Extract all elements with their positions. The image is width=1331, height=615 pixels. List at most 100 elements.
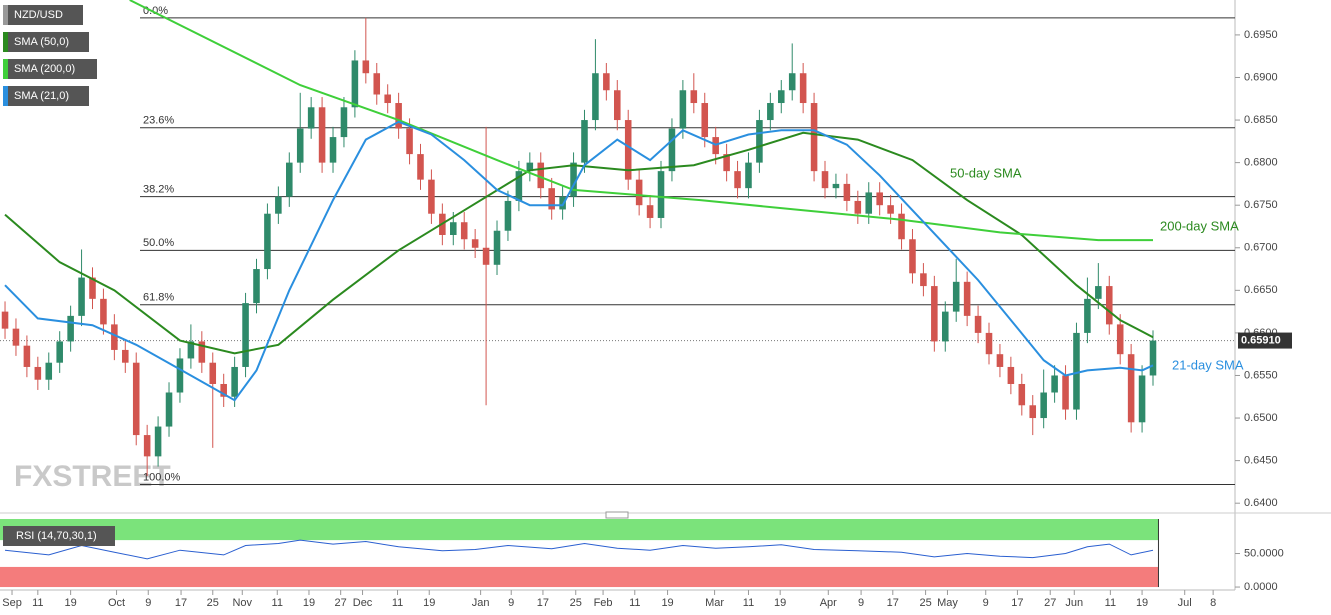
fib-label: 38.2% (143, 184, 174, 196)
candle-body (559, 196, 566, 210)
candle-body (581, 120, 588, 163)
y-tick-label: 0.6900 (1244, 71, 1278, 83)
candle-body (690, 90, 698, 104)
candle-body (56, 341, 63, 363)
candle-body (1007, 366, 1015, 384)
legend-swatch (3, 59, 8, 79)
x-tick-label: 19 (661, 597, 673, 609)
legend-label: SMA (200,0) (14, 63, 75, 75)
y-tick-label: 0.6400 (1244, 497, 1278, 509)
candle-body (603, 73, 610, 91)
legend-box[interactable] (3, 32, 89, 52)
fib-label: 100.0% (143, 471, 181, 483)
y-tick-label: 0.6850 (1244, 114, 1278, 126)
sma-line (4, 131, 1154, 355)
candle-body (1062, 375, 1069, 410)
candle-body (515, 171, 523, 201)
y-tick-label: 0.6950 (1244, 29, 1278, 41)
x-tick-label: Dec (353, 597, 373, 609)
candle-body (614, 90, 621, 121)
annotation: 200-day SMA (1160, 218, 1239, 233)
candle-body (154, 426, 162, 457)
x-tick-label: 9 (983, 597, 989, 609)
candle-body (1040, 392, 1047, 419)
candle-body (78, 277, 85, 316)
x-tick-label: Feb (594, 597, 613, 609)
candle-body (176, 358, 184, 393)
fib-label: 61.8% (143, 292, 174, 304)
candle-body (734, 171, 741, 189)
sma-line (4, 120, 1154, 402)
x-tick-label: 8 (1210, 597, 1216, 609)
candle-body (810, 103, 818, 172)
candle-body (537, 162, 545, 189)
x-tick-label: 25 (570, 597, 582, 609)
fib-label: 50.0% (143, 237, 174, 249)
candle-body (12, 328, 20, 346)
candle-body (220, 383, 227, 397)
candle-body (34, 366, 42, 380)
candle-body (165, 392, 173, 427)
legend-box[interactable] (3, 5, 83, 25)
candle-body (362, 60, 370, 74)
candle-body (1116, 324, 1124, 355)
x-tick-label: 9 (858, 597, 864, 609)
candle-body (1029, 405, 1037, 419)
candle-body (974, 315, 982, 333)
candle-body (395, 103, 402, 129)
candle-body (854, 200, 862, 214)
candle-body (548, 188, 555, 210)
candle-body (1149, 340, 1157, 376)
y-tick-label: 50.0000 (1244, 547, 1284, 559)
candle-body (963, 281, 971, 316)
candle-body (286, 162, 293, 197)
oversold-band (0, 566, 1159, 588)
candle-body (756, 120, 763, 163)
legend-box[interactable] (3, 86, 89, 106)
last-price-box (1238, 332, 1292, 349)
candle-body (1, 311, 9, 329)
candle-body (985, 332, 993, 355)
candle-body (100, 298, 107, 325)
x-tick-label: 19 (774, 597, 786, 609)
candle-body (242, 303, 249, 367)
candle-body (231, 366, 238, 397)
candle-body (526, 162, 534, 172)
y-tick-label: 0.6650 (1244, 284, 1278, 296)
candle-body (788, 73, 796, 91)
candle-body (340, 107, 348, 138)
candle-body (1084, 298, 1091, 333)
x-tick-label: 27 (335, 597, 347, 609)
candle-body (23, 345, 31, 367)
candle-body (67, 315, 74, 342)
x-tick-label: 17 (537, 597, 549, 609)
x-tick-label: Oct (108, 597, 125, 609)
candle-body (952, 281, 960, 312)
candle-body (898, 213, 905, 240)
candle-body (275, 196, 282, 214)
legend-box[interactable] (3, 59, 97, 79)
candle-body (198, 341, 206, 363)
candle-body (701, 103, 709, 138)
x-tick-label: May (937, 597, 958, 609)
y-tick-label: 0.6750 (1244, 199, 1278, 211)
x-tick-label: Jan (472, 597, 490, 609)
candle-body (592, 73, 599, 121)
legend-label: NZD/USD (14, 9, 63, 21)
legend-label: SMA (21,0) (14, 90, 69, 102)
x-tick-label: 25 (919, 597, 931, 609)
candle-body (1018, 383, 1026, 406)
candle-body (482, 247, 490, 265)
candle-body (329, 137, 337, 163)
divider-grip[interactable] (605, 511, 629, 519)
candle-body (406, 128, 413, 155)
sma-line (129, 0, 1153, 242)
candle-body (428, 179, 435, 214)
candle-body (624, 120, 632, 180)
candle-body (450, 222, 457, 235)
candle-body (1105, 286, 1113, 325)
candle-body (1138, 375, 1146, 423)
candle-body (264, 213, 271, 270)
x-tick-label: 11 (392, 597, 403, 609)
